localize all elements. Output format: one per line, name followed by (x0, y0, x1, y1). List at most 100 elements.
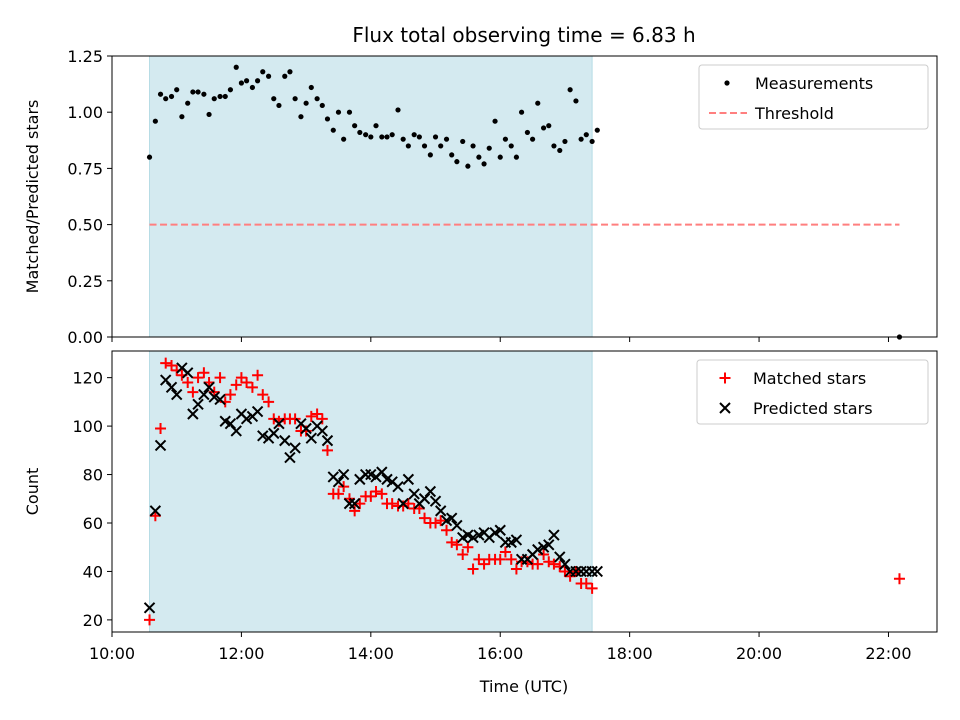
predicted-stars-point (402, 473, 415, 486)
measurements-point (157, 91, 164, 97)
predicted-stars-point (224, 417, 237, 430)
predicted-stars-point (467, 531, 479, 544)
y-tick-label: 80 (83, 466, 103, 485)
predicted-stars-point (397, 497, 409, 510)
matched-stars-point (192, 372, 204, 384)
predicted-stars-point (429, 495, 442, 507)
measurements-point (465, 163, 471, 169)
matched-stars-point (224, 389, 236, 401)
matched-stars-point (144, 614, 156, 626)
ratio-panel-marks (146, 64, 903, 340)
matched-stars-point (451, 539, 463, 551)
measurements-point (249, 84, 256, 91)
predicted-stars-point (434, 505, 447, 517)
y-tick-label: 1.00 (67, 103, 103, 122)
measurements-point (335, 109, 342, 115)
y-tick-label: 20 (83, 611, 103, 630)
predicted-stars-point (230, 425, 242, 437)
measurements-point (529, 136, 536, 142)
ratio-panel-x-ticks (111, 337, 889, 342)
predicted-stars-point (165, 381, 178, 394)
matched-stars-point (538, 548, 550, 560)
y-tick-label: 40 (83, 562, 103, 581)
measurements-point (432, 134, 439, 140)
predicted-stars-point (570, 565, 582, 578)
measurements-point (416, 134, 422, 140)
predicted-stars-point (554, 551, 566, 563)
y-tick-label: 0.50 (67, 216, 103, 235)
measurements-point (265, 73, 272, 79)
predicted-stars-point (181, 367, 194, 379)
matched-stars-point (349, 505, 361, 517)
predicted-stars-point (494, 524, 506, 536)
predicted-stars-point (548, 529, 560, 541)
measurements-point (190, 89, 196, 95)
measurements-point (421, 143, 428, 149)
measurements-point (287, 69, 293, 75)
measurements-point (276, 102, 282, 109)
measurements-point (368, 134, 374, 140)
matched-stars-point (321, 444, 333, 456)
measurements-point (583, 132, 589, 138)
count-panel-y-ticks: 20 40 60 80 100 120 (72, 369, 112, 630)
predicted-stars-point (149, 505, 162, 517)
measurements-point (201, 91, 207, 97)
legend-box (698, 64, 929, 130)
measurements-point (308, 84, 314, 91)
count-panel-x-ticks: 10:00 12:00 14:00 16:00 18:00 20:00 22:00 (89, 632, 912, 663)
measurements-point (271, 96, 277, 102)
y-tick-label: 0.25 (67, 272, 103, 291)
measurements-point (179, 114, 185, 120)
measurements-point (330, 127, 336, 133)
legend-label: Measurements (755, 74, 873, 93)
predicted-stars-point (198, 388, 210, 401)
predicted-stars-point (159, 374, 172, 386)
matched-stars-point (263, 396, 275, 408)
measurements-point (513, 154, 520, 160)
legend-label: Matched stars (753, 369, 866, 388)
predicted-stars-point (591, 565, 604, 578)
matched-stars-point (457, 548, 469, 560)
matched-stars-point (268, 413, 280, 425)
legend-key (719, 402, 731, 414)
measurements-point (195, 89, 201, 95)
measurements-point (152, 118, 158, 124)
measurements-point (589, 138, 595, 145)
predicted-stars-point (424, 485, 437, 498)
measurements-point (400, 136, 406, 142)
matched-stars-point (467, 563, 479, 575)
matched-stars-point (235, 372, 247, 384)
predicted-stars-point (240, 413, 253, 425)
measurements-point (594, 127, 600, 133)
predicted-stars-point (321, 434, 334, 447)
matched-stars-point (332, 488, 344, 500)
measurements-point (233, 64, 239, 70)
measurements-point (476, 154, 482, 160)
matched-stars-point (230, 379, 242, 391)
measurements-point (282, 73, 288, 79)
predicted-stars-point (348, 497, 361, 510)
matched-stars-point (198, 367, 210, 379)
measurements-point (524, 129, 531, 136)
predicted-stars-point (273, 417, 285, 430)
x-tick-label: 18:00 (607, 644, 653, 663)
predicted-stars-point (343, 497, 356, 510)
matched-stars-point (441, 524, 453, 536)
predicted-stars-point (575, 565, 587, 578)
predicted-stars-point (445, 512, 458, 524)
matched-stars-point (505, 553, 517, 565)
predicted-stars-point (170, 388, 183, 401)
matched-stars-point (160, 357, 172, 369)
x-tick-label: 14:00 (348, 644, 394, 663)
measurements-point (314, 96, 320, 102)
measurements-point (470, 143, 476, 149)
matched-stars-point (462, 541, 474, 553)
measurements-point (578, 136, 584, 142)
x-tick-label: 16:00 (477, 644, 523, 663)
ratio-panel-shaded-region (149, 55, 593, 338)
matched-stars-point (370, 486, 382, 497)
measurements-point (449, 152, 455, 158)
predicted-stars-point (510, 534, 523, 546)
measurements-point (227, 87, 234, 93)
